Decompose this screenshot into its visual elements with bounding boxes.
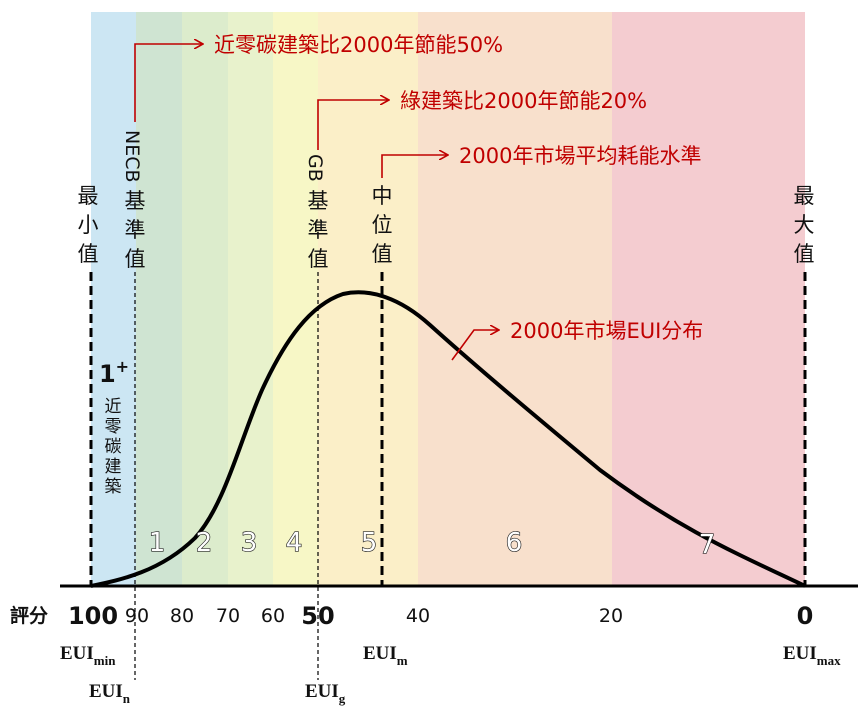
grade-2: 2 xyxy=(196,528,213,558)
eui-g-label: EUIg xyxy=(305,681,346,706)
grade-1plus-char-3: 碳 xyxy=(105,437,122,457)
band-3 xyxy=(228,12,273,586)
necb-char-2: 準 xyxy=(125,218,146,242)
score-bands xyxy=(91,12,805,586)
eui-distribution-arrow xyxy=(451,330,498,361)
grade-1plus-number: 1+ xyxy=(99,357,129,388)
callout-near-zero: 近零碳建築比2000年節能50% xyxy=(134,33,503,122)
green-building-text: 綠建築比2000年節能20% xyxy=(400,89,647,113)
grade-5: 5 xyxy=(361,528,378,558)
grade-1plus-char-2: 零 xyxy=(105,417,122,437)
near-zero-arrow xyxy=(134,44,202,122)
max-char-2: 大 xyxy=(794,213,815,237)
eui-min-label: EUImin xyxy=(60,643,116,668)
label-max-value: 最 大 值 xyxy=(794,184,815,266)
tick-60: 60 xyxy=(261,605,285,627)
green-building-arrow xyxy=(317,100,388,150)
median-char-3: 值 xyxy=(372,242,393,266)
reference-lines xyxy=(89,272,807,680)
label-gb-baseline: GB 基 準 值 xyxy=(304,154,329,271)
median-char-2: 位 xyxy=(372,213,393,237)
market-average-arrow xyxy=(381,155,447,178)
grade-4: 4 xyxy=(286,528,303,558)
grade-6: 6 xyxy=(506,528,523,558)
tick-40: 40 xyxy=(406,605,430,627)
grade-1plus-char-4: 建 xyxy=(105,457,122,477)
tick-100: 100 xyxy=(68,602,118,630)
eui-distribution-curve xyxy=(90,290,806,588)
band-1plus xyxy=(91,12,136,586)
tick-80: 80 xyxy=(170,605,194,627)
label-min-value: 最 小 值 xyxy=(78,184,99,266)
necb-text: NECB xyxy=(121,130,143,183)
gb-text: GB xyxy=(304,154,326,182)
gb-char-1: 基 xyxy=(308,189,329,213)
eui-distribution-text: 2000年市場EUI分布 xyxy=(510,319,703,343)
eui-m-label: EUIm xyxy=(363,643,408,668)
grade-labels: 1 2 3 4 5 6 7 xyxy=(148,527,716,560)
callout-green-building: 綠建築比2000年節能20% xyxy=(317,89,647,150)
band-2 xyxy=(182,12,228,586)
score-axis-labels: 評分 100 90 80 70 60 50 40 20 0 xyxy=(10,602,813,630)
tick-20: 20 xyxy=(599,605,623,627)
eui-n-label: EUIn xyxy=(89,681,131,706)
tick-90: 90 xyxy=(125,605,149,627)
max-char-3: 值 xyxy=(794,242,815,266)
gb-char-2: 準 xyxy=(308,218,329,242)
gb-char-3: 值 xyxy=(308,247,329,271)
label-median: 中 位 值 xyxy=(372,184,393,266)
grade-1: 1 xyxy=(149,528,166,558)
eui-max-label: EUImax xyxy=(783,643,841,668)
max-char-1: 最 xyxy=(794,184,815,208)
min-char-3: 值 xyxy=(78,242,99,266)
market-average-text: 2000年市場平均耗能水準 xyxy=(459,144,701,168)
grade-3: 3 xyxy=(241,528,258,558)
min-char-1: 最 xyxy=(78,184,99,208)
grade-1plus-char-5: 築 xyxy=(105,477,122,497)
callout-eui-distribution: 2000年市場EUI分布 xyxy=(451,319,703,361)
band-7 xyxy=(612,12,805,586)
eui-labels: EUImin EUIn EUIg EUIm EUImax xyxy=(60,643,841,706)
median-char-1: 中 xyxy=(372,184,393,208)
necb-char-3: 值 xyxy=(125,247,146,271)
band-1 xyxy=(136,12,182,586)
necb-char-1: 基 xyxy=(125,189,146,213)
grade-7: 7 xyxy=(699,530,716,560)
grade-1plus-char-1: 近 xyxy=(105,397,122,417)
tick-0: 0 xyxy=(797,602,814,630)
near-zero-text: 近零碳建築比2000年節能50% xyxy=(214,33,503,57)
band-6 xyxy=(418,12,612,586)
tick-50: 50 xyxy=(301,602,334,630)
score-label: 評分 xyxy=(10,604,48,627)
grade-1plus-label: 1+ 近 零 碳 建 築 xyxy=(99,357,129,497)
callout-market-average: 2000年市場平均耗能水準 xyxy=(381,144,701,178)
tick-70: 70 xyxy=(216,605,240,627)
label-necb-baseline: NECB 基 準 值 xyxy=(121,130,146,271)
min-char-2: 小 xyxy=(78,213,99,237)
band-4 xyxy=(273,12,318,586)
